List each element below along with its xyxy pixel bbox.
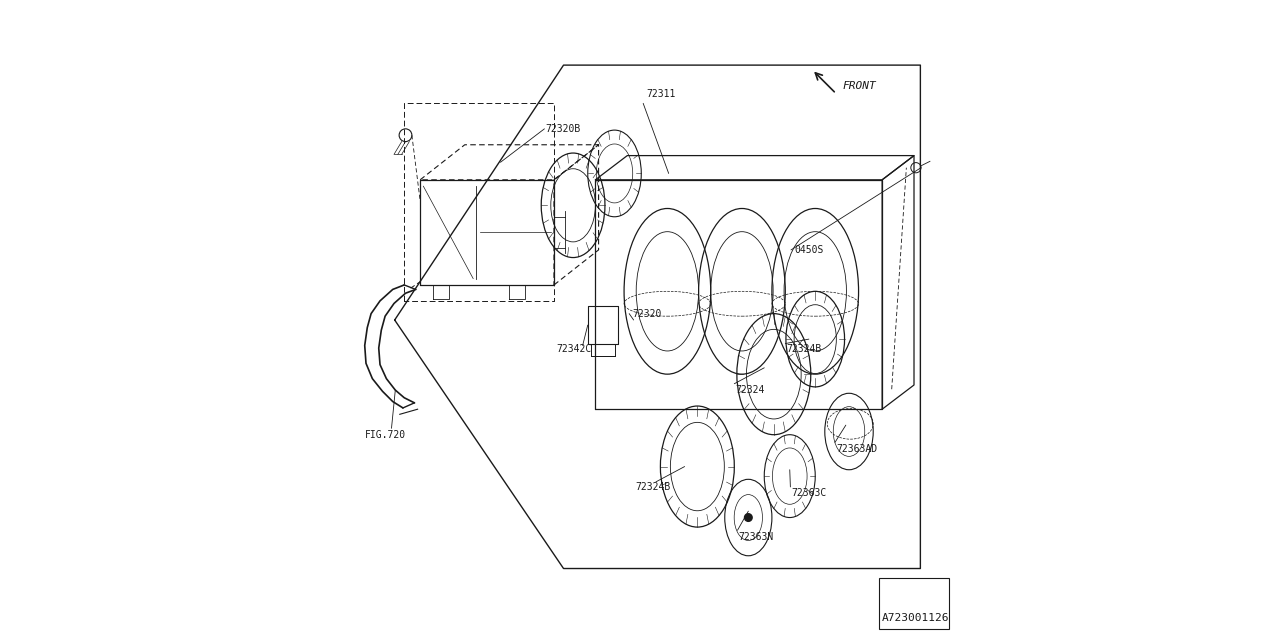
Text: 72320B: 72320B [545,124,581,134]
Text: FRONT: FRONT [842,81,877,91]
Text: 72363C: 72363C [791,488,827,499]
Text: 72320: 72320 [632,308,662,319]
Text: 72324B: 72324B [787,344,822,354]
Text: 72342C: 72342C [556,344,591,354]
Text: 72363AD: 72363AD [836,444,877,454]
Text: 72363N: 72363N [739,532,774,541]
Text: 72324: 72324 [736,385,765,395]
Text: 0450S: 0450S [794,245,823,255]
Text: A723001126: A723001126 [882,612,948,623]
Text: FIG.720: FIG.720 [365,429,406,440]
Circle shape [745,514,753,522]
Text: 72324B: 72324B [636,482,671,492]
Text: 72311: 72311 [646,89,676,99]
